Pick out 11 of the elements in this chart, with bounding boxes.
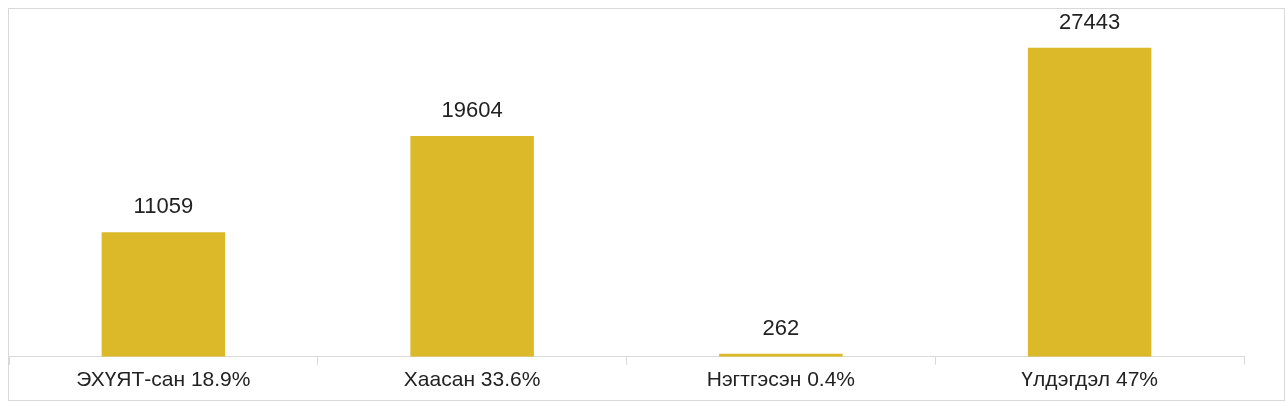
data-label: 11059 bbox=[133, 193, 194, 219]
bar bbox=[1027, 47, 1152, 357]
bar bbox=[410, 136, 534, 357]
data-label: 262 bbox=[762, 314, 800, 340]
data-label: 19604 bbox=[441, 97, 503, 123]
x-tick-label: ЭХҮЯТ-сан 18.9% bbox=[76, 367, 251, 391]
x-tick-label: Нэгтгэсэн 0.4% bbox=[706, 367, 856, 391]
x-tick-label: Үлдэгдэл 47% bbox=[1021, 367, 1158, 391]
data-label: 27443 bbox=[1059, 8, 1121, 34]
x-tick-label: Хаасан 33.6% bbox=[403, 367, 541, 391]
bar bbox=[101, 232, 226, 357]
